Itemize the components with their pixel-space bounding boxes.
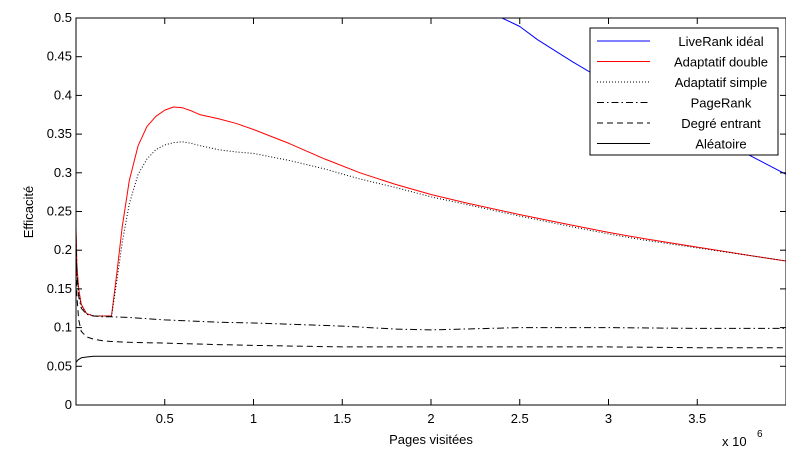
y-tick-label: 0.15 xyxy=(47,281,72,296)
series-layer xyxy=(76,18,786,363)
legend: LiveRank idéal Adaptatif double Adaptatif … xyxy=(589,27,779,156)
y-tick-label: 0.05 xyxy=(47,358,72,373)
y-tick-label: 0.25 xyxy=(47,204,72,219)
legend-label-4: Degré entrant xyxy=(681,116,761,131)
x-exponent-base: x 10 xyxy=(722,434,747,449)
y-tick-label: 0.35 xyxy=(47,126,72,141)
legend-label-5: Aléatoire xyxy=(695,137,746,152)
y-tick-label: 0.2 xyxy=(54,242,72,257)
legend-box xyxy=(589,27,779,156)
x-tick-label: 2 xyxy=(427,411,434,426)
series-line-5 xyxy=(76,355,786,363)
y-tick-label: 0.1 xyxy=(54,320,72,335)
y-tick-label: 0 xyxy=(65,397,72,412)
series-line-4 xyxy=(76,250,786,349)
x-tick-label: 1 xyxy=(250,411,257,426)
x-tick-label: 2.5 xyxy=(511,411,529,426)
y-tick-label: 0.45 xyxy=(47,49,72,64)
y-axis-label: Efficacité xyxy=(21,186,36,239)
y-axis-ticks: 0 0.05 0.1 0.15 0.2 0.25 0.3 0.35 0.4 0.45 0.5 xyxy=(47,10,786,412)
series-line-2 xyxy=(76,141,786,317)
legend-label-1: Adaptatif double xyxy=(674,55,768,70)
x-tick-label: 1.5 xyxy=(333,411,351,426)
legend-label-0: LiveRank idéal xyxy=(678,34,763,49)
x-tick-label: 3.5 xyxy=(688,411,706,426)
x-exponent-power: 6 xyxy=(757,429,763,440)
x-tick-label: 0.5 xyxy=(156,411,174,426)
legend-label-2: Adaptatif simple xyxy=(675,75,768,90)
legend-label-3: PageRank xyxy=(691,96,752,111)
series-line-3 xyxy=(76,234,786,331)
x-axis-label: Pages visitées xyxy=(389,432,473,447)
y-tick-label: 0.3 xyxy=(54,165,72,180)
x-tick-label: 3 xyxy=(605,411,612,426)
y-tick-label: 0.5 xyxy=(54,10,72,25)
y-tick-label: 0.4 xyxy=(54,87,72,102)
x-axis-ticks: 0.5 1 1.5 2 2.5 3 3.5 xyxy=(156,18,706,426)
x-axis-exponent: x 10 6 xyxy=(722,429,763,449)
